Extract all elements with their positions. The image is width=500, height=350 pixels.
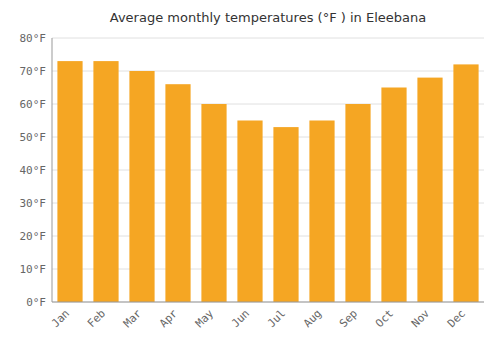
x-tick-label: Feb [85,307,108,330]
bar [93,61,118,302]
chart-svg: Average monthly temperatures (°F ) in El… [0,0,500,350]
chart-container: Average monthly temperatures (°F ) in El… [0,0,500,350]
y-tick-label: 50°F [20,131,47,144]
bar [57,61,82,302]
x-tick-label: Oct [373,307,396,330]
x-tick-label: Jun [229,307,252,330]
bar [309,121,334,303]
x-tick-label: May [193,307,217,331]
y-axis: 0°F 10°F 20°F 30°F 40°F 50°F 60°F 70°F 80°F [20,32,53,309]
bar [129,71,154,302]
x-axis: Jan Feb Mar Apr May Jun Jul Aug Sep Oct Nov Dec [49,302,484,330]
y-tick-label: 60°F [20,98,47,111]
x-tick-label: Dec [445,307,468,330]
x-axis-line [52,302,484,303]
bar [453,64,478,302]
grid [52,38,484,302]
bar [273,127,298,302]
bar [201,104,226,302]
grid-line [52,38,484,39]
y-tick-label: 70°F [20,65,47,78]
x-tick-label: Aug [301,307,324,330]
y-tick-label: 10°F [20,263,47,276]
x-tick-label: Jul [265,307,288,330]
grid-line [52,302,484,303]
y-tick-label: 30°F [20,197,47,210]
x-tick-label: Jan [49,307,72,330]
y-tick-label: 40°F [20,164,47,177]
y-tick-label: 20°F [20,230,47,243]
y-tick-label: 80°F [20,32,47,45]
bar [345,104,370,302]
bar [417,78,442,302]
bar [165,84,190,302]
chart-title: Average monthly temperatures (°F ) in El… [110,10,426,25]
x-tick-label: Sep [337,307,360,330]
x-tick-label: Nov [409,307,433,331]
y-tick-label: 0°F [26,296,46,309]
x-tick-label: Apr [157,307,181,331]
bar [237,121,262,303]
x-tick-label: Mar [121,307,145,331]
bars [57,61,478,302]
bar [381,88,406,303]
y-axis-line [52,38,53,302]
